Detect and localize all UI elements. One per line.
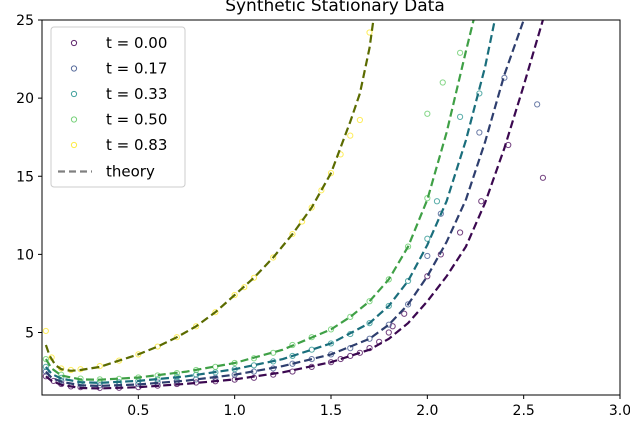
- data-point: [318, 187, 325, 194]
- legend-marker: [70, 39, 78, 47]
- data-point: [404, 277, 412, 285]
- plot-marks: [42, 20, 547, 392]
- data-point: [404, 243, 412, 250]
- legend-label: t = 0.50: [106, 111, 167, 129]
- data-point: [270, 254, 277, 261]
- data-point: [193, 323, 200, 330]
- data-point: [42, 363, 49, 370]
- data-point: [539, 174, 547, 181]
- y-tick-label: 10: [16, 247, 34, 263]
- data-point: [476, 90, 483, 97]
- data-point: [424, 110, 431, 117]
- theory-line: [45, 20, 496, 384]
- data-point: [404, 301, 412, 308]
- data-point: [289, 341, 296, 349]
- chart-title: Synthetic Stationary Data: [225, 0, 445, 16]
- data-point: [42, 327, 49, 335]
- data-point: [385, 276, 392, 283]
- data-point: [308, 346, 315, 353]
- legend-label: theory: [106, 163, 155, 181]
- data-point: [270, 371, 277, 378]
- legend-label: t = 0.33: [106, 85, 167, 103]
- data-point: [456, 113, 464, 120]
- plot-area: [42, 20, 547, 392]
- y-axis: 5 10 15 20 25: [16, 13, 42, 342]
- y-tick-label: 20: [16, 91, 34, 107]
- legend-box: [50, 26, 186, 188]
- data-point: [356, 116, 363, 124]
- data-point: [250, 362, 258, 369]
- data-point: [366, 320, 373, 327]
- data-point: [456, 49, 464, 56]
- data-point: [478, 198, 485, 205]
- data-point: [347, 352, 354, 360]
- x-tick-label: 1.5: [320, 403, 342, 419]
- data-point: [424, 273, 431, 280]
- x-tick-label: 1.0: [224, 403, 246, 419]
- data-point: [534, 101, 541, 108]
- data-point: [366, 298, 373, 305]
- data-point: [437, 210, 444, 217]
- data-point: [42, 373, 49, 380]
- data-point: [424, 235, 431, 242]
- legend: t = 0.00 t = 0.17 t = 0.33 t = 0.50 t = 0.83…: [50, 26, 186, 188]
- data-point: [366, 29, 373, 36]
- data-point: [501, 74, 508, 81]
- data-point: [308, 204, 315, 211]
- data-point: [456, 229, 464, 236]
- data-point: [476, 129, 483, 136]
- data-point: [289, 230, 296, 238]
- y-tick-label: 15: [16, 169, 34, 185]
- x-tick-label: 3.0: [609, 403, 630, 419]
- x-tick-label: 0.5: [127, 403, 149, 419]
- data-point: [58, 371, 65, 378]
- theory-line: [44, 20, 475, 381]
- x-tick-label: 2.5: [513, 403, 535, 419]
- data-point: [327, 326, 335, 333]
- data-point: [250, 355, 258, 362]
- data-point: [347, 313, 354, 320]
- data-point: [96, 362, 103, 370]
- data-point: [327, 170, 335, 177]
- theory-line: [44, 20, 375, 372]
- data-point: [385, 302, 392, 310]
- data-point: [241, 284, 248, 291]
- data-point: [385, 321, 392, 328]
- data-point: [433, 198, 441, 205]
- data-point: [424, 252, 431, 260]
- legend-label: t = 0.00: [106, 34, 167, 52]
- data-point: [389, 323, 396, 330]
- y-tick-label: 25: [16, 13, 34, 29]
- theory-line: [45, 20, 525, 388]
- y-tick-label: 5: [25, 326, 34, 342]
- theory-line: [45, 20, 544, 390]
- data-point: [385, 329, 392, 336]
- x-axis: 0.5 1.0 1.5 2.0 2.5 3.0: [127, 395, 630, 419]
- data-point: [347, 132, 354, 139]
- data-point: [173, 334, 180, 341]
- data-point: [42, 355, 49, 363]
- data-point: [424, 195, 431, 202]
- data-point: [401, 310, 408, 317]
- legend-marker: [70, 116, 78, 123]
- x-tick-label: 2.0: [416, 403, 438, 419]
- data-point: [439, 79, 446, 86]
- legend-marker: [70, 65, 78, 72]
- data-point: [250, 274, 258, 281]
- data-point: [231, 291, 238, 299]
- legend-label: t = 0.17: [106, 60, 167, 78]
- data-point: [212, 309, 219, 316]
- legend-label: t = 0.83: [106, 136, 167, 154]
- legend-marker: [70, 90, 78, 98]
- legend-marker: [70, 141, 78, 149]
